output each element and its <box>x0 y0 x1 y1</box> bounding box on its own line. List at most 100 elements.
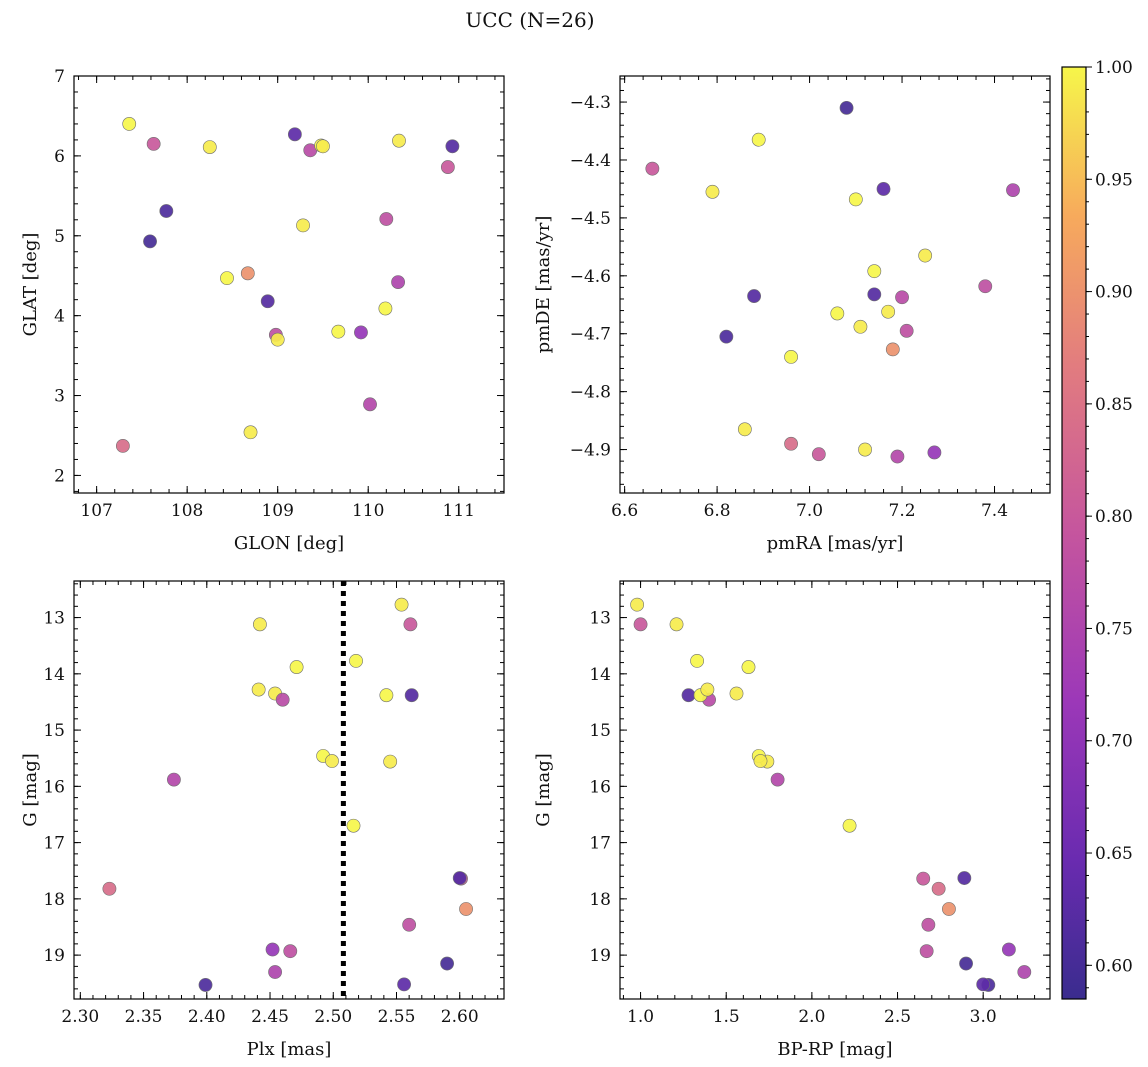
point-plx-g-10 <box>404 688 419 703</box>
point-glon-glat-1 <box>122 117 137 131</box>
axis-ticks <box>620 581 1050 999</box>
x-axis-label: BP-RP [mag] <box>777 1039 892 1060</box>
point-bprp-g-17 <box>753 754 768 768</box>
y-tick-label: 18 <box>43 890 65 910</box>
plot-frame <box>73 580 505 1000</box>
point-glon-glat-23 <box>392 133 406 148</box>
point-glon-glat-5 <box>115 438 130 453</box>
point-plx-g-16 <box>289 660 304 674</box>
point-plx-g-15 <box>275 692 290 707</box>
plot-frame <box>73 75 505 494</box>
y-tick-label: 3 <box>54 387 65 407</box>
x-tick-label: 2.55 <box>378 1007 416 1027</box>
point-glon-glat-19 <box>354 325 368 340</box>
point-pmra-pmde-11 <box>899 323 914 338</box>
point-bprp-g-9 <box>669 617 684 632</box>
point-glon-glat-22 <box>391 275 405 290</box>
point-bprp-g-26 <box>770 772 785 787</box>
colorbar: 0.60 0.65 0.70 0.75 0.80 0.85 0.90 0.95 1.00 <box>1061 58 1133 1000</box>
point-pmra-pmde-8 <box>885 342 900 357</box>
point-pmra-pmde-20 <box>978 279 993 294</box>
point-bprp-g-11 <box>919 944 934 959</box>
point-bprp-g-13 <box>976 977 991 992</box>
point-pmra-pmde-25 <box>867 287 882 302</box>
point-bprp-g-12 <box>729 686 744 701</box>
point-glon-glat-14 <box>296 218 310 233</box>
point-glon-glat-2 <box>146 137 161 151</box>
point-bprp-g-21 <box>842 818 857 833</box>
y-axis-label: G [mag] <box>20 753 41 826</box>
plot-frame <box>619 580 1051 1000</box>
y-tick-label: −4.7 <box>570 325 611 345</box>
x-tick-label: 6.8 <box>704 501 731 521</box>
y-axis-label: GLAT [deg] <box>20 233 41 337</box>
point-plx-g-5 <box>102 881 117 896</box>
y-tick-label: −4.5 <box>570 209 611 229</box>
x-tick-label: 2.0 <box>798 1007 825 1027</box>
point-plx-g-8 <box>459 902 473 916</box>
point-bprp-g-14 <box>630 597 645 612</box>
x-tick-label: 3.0 <box>970 1007 997 1027</box>
point-plx-g-25 <box>452 871 467 885</box>
point-glon-glat-25 <box>445 139 460 154</box>
point-pmra-pmde-14 <box>737 422 752 437</box>
y-tick-label: 18 <box>589 890 611 910</box>
y-tick-label: −4.8 <box>570 383 611 403</box>
point-glon-glat-18 <box>331 324 346 339</box>
point-pmra-pmde-3 <box>839 100 854 115</box>
point-pmra-pmde-21 <box>848 192 863 207</box>
point-bprp-g-5 <box>931 881 946 896</box>
point-pmra-pmde-13 <box>876 182 891 196</box>
point-pmra-pmde-19 <box>927 445 942 460</box>
point-plx-g-2 <box>403 617 418 632</box>
point-plx-g-9 <box>253 617 267 632</box>
point-plx-g-11 <box>283 944 298 959</box>
colorbar-tick-label: 1.00 <box>1095 58 1133 78</box>
y-tick-label: 16 <box>589 777 611 797</box>
x-tick-label: 1.0 <box>627 1007 654 1027</box>
panel-bprp-g: 1.0 1.5 2.0 2.5 3.0 13 14 15 16 17 18 19 BP-RP [mag]… <box>533 580 1051 1060</box>
point-glon-glat-17 <box>316 139 330 154</box>
point-glon-glat-12 <box>270 332 285 347</box>
scatter-points <box>102 597 473 992</box>
x-tick-label: 2.50 <box>314 1007 352 1027</box>
point-glon-glat-10 <box>260 294 275 309</box>
point-plx-g-26 <box>167 772 181 787</box>
point-bprp-g-1 <box>690 653 704 668</box>
point-pmra-pmde-1 <box>751 132 766 147</box>
point-pmra-pmde-22 <box>1006 183 1020 197</box>
point-pmra-pmde-6 <box>705 184 720 199</box>
point-bprp-g-25 <box>957 871 972 885</box>
y-tick-label: 7 <box>54 67 65 87</box>
colorbar-tick-label: 0.95 <box>1095 170 1133 190</box>
point-pmra-pmde-15 <box>895 290 909 305</box>
point-bprp-g-19 <box>1001 942 1016 957</box>
point-glon-glat-20 <box>379 212 394 226</box>
point-plx-g-19 <box>265 942 280 957</box>
plot-frame <box>619 75 1051 494</box>
point-plx-g-1 <box>349 653 363 668</box>
point-pmra-pmde-24 <box>811 447 826 462</box>
axis-ticks <box>74 75 504 493</box>
panel-glon-glat: 107 108 109 110 111 2 3 4 5 6 7 GLON [deg] GLAT [deg… <box>20 67 505 554</box>
x-tick-label: 108 <box>171 501 203 521</box>
point-pmra-pmde-4 <box>719 329 734 344</box>
point-plx-g-21 <box>346 818 361 833</box>
point-glon-glat-26 <box>363 397 377 412</box>
point-bprp-g-22 <box>1017 965 1032 979</box>
colorbar-tick-label: 0.60 <box>1095 956 1133 976</box>
y-axis-label: G [mag] <box>533 753 554 826</box>
point-plx-g-23 <box>251 682 266 697</box>
point-glon-glat-4 <box>159 204 174 218</box>
point-plx-g-20 <box>402 917 417 932</box>
x-tick-label: 2.60 <box>441 1007 479 1027</box>
colorbar-tick-label: 0.85 <box>1095 395 1133 415</box>
y-tick-label: 2 <box>54 466 65 486</box>
colorbar-tick-label: 0.65 <box>1095 844 1133 864</box>
axis-ticks <box>74 581 504 999</box>
colorbar-tick-label: 0.80 <box>1095 507 1133 527</box>
colorbar-frame <box>1061 66 1087 1000</box>
point-pmra-pmde-12 <box>918 248 933 263</box>
y-tick-label: 15 <box>43 721 65 741</box>
